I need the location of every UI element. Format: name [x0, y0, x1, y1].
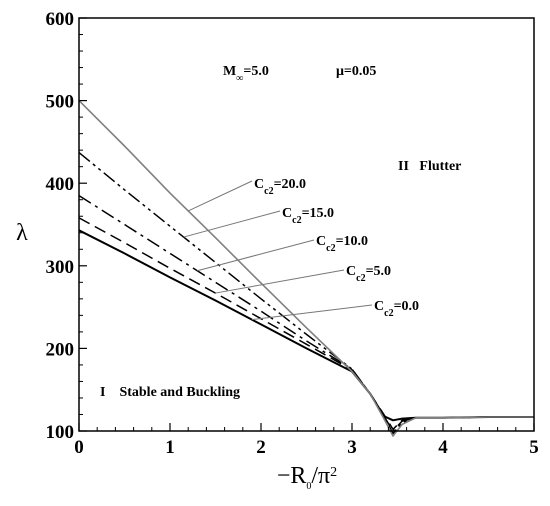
leader-line	[197, 239, 315, 272]
flutter-region-label: II Flutter	[398, 159, 461, 174]
leader-line	[215, 269, 345, 294]
y-tick-label: 200	[46, 339, 75, 360]
y-tick-label: 100	[46, 422, 75, 443]
leader-line	[187, 180, 253, 212]
x-tick-label: 5	[529, 437, 539, 458]
mu-annotation: μ=0.05	[336, 64, 376, 79]
series-label-cc2-15: Cc2=15.0	[282, 206, 334, 226]
series-lines	[78, 100, 534, 437]
axis-ticks: 0 1 2 3 4 5 100 200 300 400 500 600	[46, 9, 539, 458]
leader-line	[251, 304, 373, 321]
x-tick-label: 0	[74, 437, 84, 458]
y-tick-label: 500	[46, 92, 75, 113]
stable-region-label: I Stable and Buckling	[100, 385, 240, 400]
series-label-cc2-10: Cc2=10.0	[316, 234, 368, 254]
leader-line	[183, 210, 281, 238]
series-label-cc2-5: Cc2=5.0	[346, 264, 391, 284]
y-axis-title: λ	[16, 220, 28, 246]
y-tick-label: 400	[46, 174, 75, 195]
mach-annotation: M∞=5.0	[223, 64, 269, 84]
series-label-cc2-0: Cc2=0.0	[374, 299, 419, 319]
plot-frame	[78, 17, 535, 432]
label-leader-lines	[183, 180, 373, 321]
series-label-cc2-20: Cc2=20.0	[254, 177, 306, 197]
x-axis-title: −R0/π2	[277, 463, 337, 492]
x-tick-label: 3	[347, 437, 357, 458]
y-tick-label: 300	[46, 257, 75, 278]
x-tick-label: 1	[165, 437, 175, 458]
y-tick-label: 600	[46, 9, 75, 30]
x-tick-label: 2	[256, 437, 266, 458]
series-line-4	[78, 100, 534, 437]
x-tick-label: 4	[438, 437, 448, 458]
